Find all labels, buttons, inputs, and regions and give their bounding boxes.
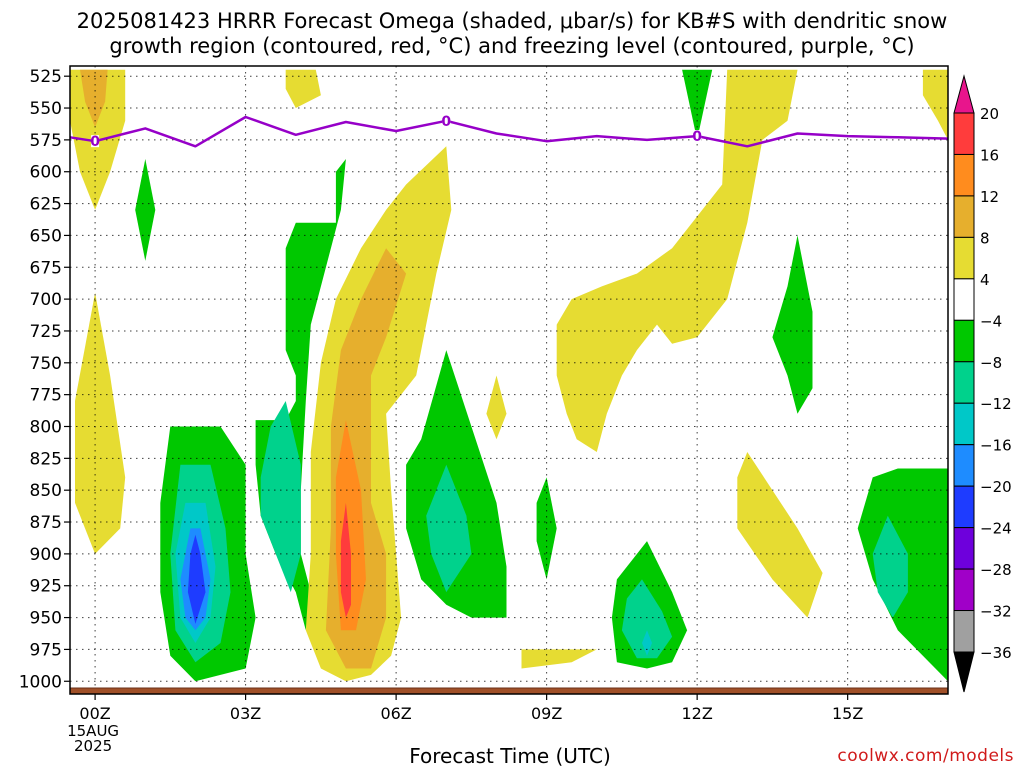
grid-layer bbox=[70, 66, 948, 694]
omega-region-14 bbox=[260, 401, 301, 593]
omega-region-8 bbox=[556, 69, 798, 453]
y-tick-label-525: 525 bbox=[30, 67, 62, 87]
colorbar-label-6: −4 bbox=[980, 312, 1002, 330]
y-tick-label-650: 650 bbox=[30, 226, 62, 246]
colorbar-band-9 bbox=[953, 444, 975, 487]
x-tick-label-00Z: 00Z bbox=[79, 704, 110, 723]
y-tick-label-875: 875 bbox=[30, 513, 62, 533]
y-tick-label-775: 775 bbox=[30, 386, 62, 406]
y-tick-label-625: 625 bbox=[30, 195, 62, 215]
y-tick-label-900: 900 bbox=[30, 545, 62, 565]
freezing-level-layer: 0 0 0 bbox=[69, 114, 949, 150]
freezing-level-label-2: 0 bbox=[441, 114, 451, 130]
x-date-label-2: 2025 bbox=[74, 737, 112, 755]
colorbar-label-11: −24 bbox=[980, 520, 1012, 538]
colorbar-band-13 bbox=[953, 610, 975, 653]
colorbar: 20 16 12 8 4 −4 −8 −12 −16 −20 −24 −28 −32 −36 bbox=[953, 74, 1012, 693]
colorbar-label-8: −12 bbox=[980, 395, 1012, 413]
freezing-level-label-bg-3 bbox=[693, 130, 702, 143]
chart-title-line-1: 2025081423 HRRR Forecast Omega (shaded, … bbox=[76, 9, 948, 33]
y-tick-label-600: 600 bbox=[30, 163, 62, 183]
colorbar-label-9: −16 bbox=[980, 437, 1012, 455]
freezing-level-label-bg-2 bbox=[442, 114, 451, 127]
colorbar-band-7 bbox=[953, 361, 975, 404]
omega-region-3 bbox=[285, 69, 321, 108]
omega-region-23 bbox=[340, 502, 351, 618]
omega-region-26 bbox=[486, 375, 507, 440]
omega-region-12 bbox=[872, 515, 908, 618]
omega-region-10 bbox=[772, 235, 813, 414]
freezing-level-label-3: 0 bbox=[692, 129, 702, 145]
x-tick-label-06Z: 06Z bbox=[380, 704, 411, 723]
colorbar-bottom-triangle bbox=[953, 651, 975, 693]
y-tick-label-825: 825 bbox=[30, 449, 62, 469]
omega-shading-layer bbox=[70, 69, 948, 682]
colorbar-band-4 bbox=[953, 236, 975, 280]
source-credit: coolwx.com/models bbox=[837, 746, 1014, 766]
omega-region-19 bbox=[187, 534, 206, 624]
axes-layer: 525 550 575 600 625 650 675 700 725 750 775 800 825 8… bbox=[19, 67, 864, 755]
y-tick-label-975: 975 bbox=[30, 640, 62, 660]
x-tick-label-09Z: 09Z bbox=[531, 704, 562, 723]
colorbar-label-1: 20 bbox=[980, 105, 999, 123]
colorbar-label-7: −8 bbox=[980, 354, 1002, 372]
omega-region-6 bbox=[922, 69, 948, 140]
plot-frame bbox=[69, 65, 949, 695]
y-tick-label-925: 925 bbox=[30, 577, 62, 597]
omega-region-7 bbox=[682, 69, 713, 140]
colorbar-band-2 bbox=[953, 153, 975, 197]
colorbar-label-12: −28 bbox=[980, 561, 1012, 579]
colorbar-label-4: 8 bbox=[980, 229, 990, 247]
ground-strip bbox=[69, 687, 949, 695]
x-tick-label-15Z: 15Z bbox=[832, 704, 863, 723]
colorbar-label-10: −20 bbox=[980, 478, 1012, 496]
colorbar-band-8 bbox=[953, 402, 975, 446]
x-axis-label: Forecast Time (UTC) bbox=[409, 744, 611, 768]
y-tick-label-550: 550 bbox=[30, 99, 62, 119]
x-tick-label-12Z: 12Z bbox=[681, 704, 712, 723]
omega-region-30 bbox=[621, 579, 673, 659]
omega-region-9 bbox=[737, 452, 823, 618]
y-tick-label-1000: 1000 bbox=[19, 672, 62, 692]
y-tick-label-800: 800 bbox=[30, 417, 62, 437]
y-tick-label-750: 750 bbox=[30, 354, 62, 374]
colorbar-band-5 bbox=[953, 278, 975, 321]
chart-title-line-2: growth region (contoured, red, °C) and f… bbox=[109, 34, 915, 58]
freezing-level-line bbox=[69, 115, 949, 148]
colorbar-band-11 bbox=[953, 527, 975, 570]
y-tick-label-675: 675 bbox=[30, 258, 62, 278]
y-tick-label-700: 700 bbox=[30, 290, 62, 310]
x-tick-label-03Z: 03Z bbox=[230, 704, 261, 723]
y-tick-label-575: 575 bbox=[30, 131, 62, 151]
colorbar-label-14: −36 bbox=[980, 644, 1012, 662]
colorbar-label-3: 12 bbox=[980, 188, 999, 206]
freezing-level-label-1: 0 bbox=[90, 134, 100, 150]
colorbar-label-13: −32 bbox=[980, 603, 1012, 621]
colorbar-label-2: 16 bbox=[980, 146, 999, 164]
colorbar-band-3 bbox=[953, 195, 975, 238]
freezing-level-label-bg-1 bbox=[91, 135, 100, 148]
y-tick-label-950: 950 bbox=[30, 609, 62, 629]
omega-region-2 bbox=[80, 69, 108, 128]
omega-region-31 bbox=[642, 630, 652, 656]
omega-region-4 bbox=[75, 292, 126, 554]
omega-region-5 bbox=[135, 159, 156, 261]
x-date-label-1: 15AUG bbox=[67, 722, 119, 740]
colorbar-band-10 bbox=[953, 485, 975, 529]
omega-region-28 bbox=[521, 649, 597, 669]
omega-region-25 bbox=[426, 464, 472, 593]
y-tick-label-850: 850 bbox=[30, 481, 62, 501]
colorbar-band-1 bbox=[953, 112, 975, 155]
colorbar-top-triangle bbox=[953, 74, 975, 114]
colorbar-label-5: 4 bbox=[980, 271, 990, 289]
colorbar-band-6 bbox=[953, 319, 975, 363]
y-tick-label-725: 725 bbox=[30, 322, 62, 342]
omega-region-24 bbox=[406, 350, 507, 618]
colorbar-band-12 bbox=[953, 568, 975, 612]
